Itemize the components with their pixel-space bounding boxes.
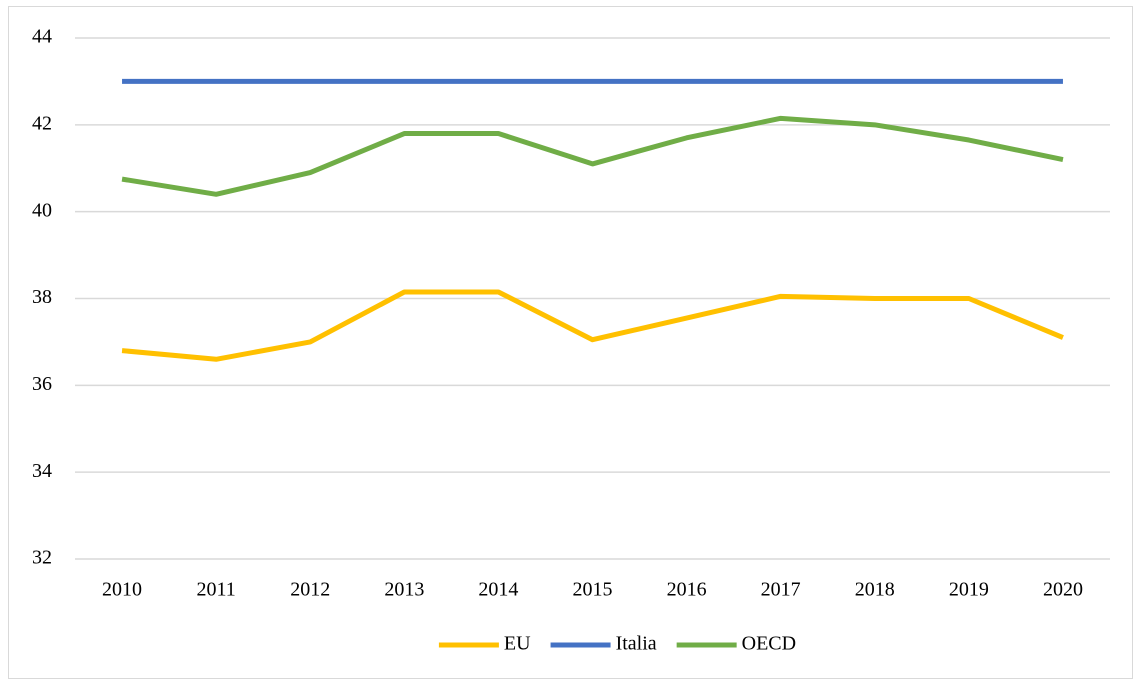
y-tick-label: 44 [32, 26, 52, 48]
x-tick-label: 2019 [949, 579, 989, 601]
y-tick-label: 40 [32, 199, 52, 221]
x-tick-label: 2020 [1043, 579, 1083, 601]
x-tick-label: 2018 [855, 579, 895, 601]
x-tick-label: 2012 [290, 579, 330, 601]
y-tick-label: 42 [32, 112, 52, 134]
x-tick-label: 2016 [667, 579, 707, 601]
x-tick-label: 2013 [384, 579, 424, 601]
y-tick-label: 38 [32, 286, 52, 308]
x-tick-label: 2011 [197, 579, 236, 601]
x-tick-label: 2014 [478, 579, 518, 601]
x-tick-label: 2010 [102, 579, 142, 601]
chart-frame [8, 6, 1133, 679]
legend-label: Italia [616, 633, 657, 655]
y-tick-label: 32 [32, 547, 52, 569]
legend-label: EU [504, 633, 531, 655]
x-tick-label: 2017 [761, 579, 801, 601]
legend-label: OECD [742, 633, 796, 655]
series-line [121, 289, 1064, 362]
series-line [121, 115, 1064, 197]
x-tick-label: 2015 [573, 579, 613, 601]
y-tick-label: 36 [32, 373, 52, 395]
y-tick-label: 34 [32, 460, 52, 482]
